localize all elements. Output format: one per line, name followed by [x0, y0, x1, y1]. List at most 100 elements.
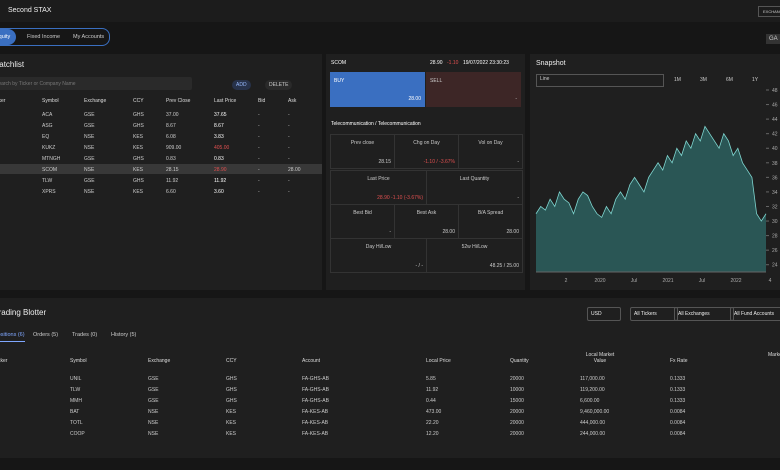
- cell: GSE: [148, 398, 159, 404]
- filter[interactable]: All Fund Accounts: [730, 307, 780, 321]
- cell: 12.20: [426, 431, 439, 437]
- sell-box[interactable]: SELL -: [426, 72, 521, 107]
- cell: NSE: [148, 420, 159, 426]
- cell: -: [258, 167, 260, 173]
- cell: 37.00: [166, 112, 179, 118]
- symbol: SCOM: [331, 60, 346, 66]
- value: 28.00: [506, 229, 519, 235]
- search[interactable]: Search by Ticker or Company Name: [0, 77, 192, 90]
- cell: KES: [133, 145, 144, 151]
- info-cell: Prev close 28.15: [330, 134, 395, 169]
- column-header: Account: [302, 358, 321, 364]
- cell: TOTL: [70, 420, 83, 426]
- cell: 444,000.00: [580, 420, 606, 426]
- cell: TLW: [42, 178, 53, 184]
- cell: COOP: [70, 431, 85, 437]
- change: -1.10: [447, 60, 459, 66]
- info-cell: Day Hi/Low - / -: [330, 238, 427, 273]
- label: Prev close: [350, 140, 375, 146]
- cell: -: [288, 123, 290, 129]
- range-button[interactable]: 3M: [700, 77, 707, 83]
- exchange-button[interactable]: EXCHANGE: [758, 6, 780, 17]
- cell: 28.00: [288, 167, 301, 173]
- cell: 0.0084: [670, 431, 686, 437]
- y-tick-label: 26: [772, 248, 778, 254]
- x-tick-label: Jul: [699, 278, 705, 284]
- cell: GHS: [133, 178, 144, 184]
- cell: 20000: [510, 431, 524, 437]
- cell: -: [288, 178, 290, 184]
- value: 48.25 / 25.00: [489, 263, 519, 269]
- info-cell: Chg on Day -1.10 / -3.67%: [394, 134, 459, 169]
- cell: 0.0084: [670, 409, 686, 415]
- cell: FA-KES-AB: [302, 409, 329, 415]
- add-button[interactable]: ADD: [232, 80, 251, 90]
- cell: FA-GHS-AB: [302, 376, 329, 382]
- time: 19/07/2022 23:30:23: [463, 60, 509, 66]
- range-button[interactable]: 1M: [674, 77, 681, 83]
- column-header: Local Price: [426, 358, 451, 364]
- cell: NSE: [84, 134, 95, 140]
- title: Snapshot: [536, 60, 566, 67]
- y-tick-label: 46: [772, 103, 778, 109]
- tab[interactable]: Fixed Income: [27, 34, 61, 40]
- range-button[interactable]: 6M: [726, 77, 733, 83]
- ga-button[interactable]: GA: [766, 34, 780, 44]
- filter[interactable]: USD: [587, 307, 621, 321]
- cell: 37.65: [214, 112, 227, 118]
- range-button[interactable]: 1Y: [752, 77, 759, 83]
- buy-box[interactable]: BUY 28.00: [330, 72, 425, 107]
- cell: 0.0084: [670, 420, 686, 426]
- column-header: Prev Close: [166, 98, 191, 104]
- mode-select[interactable]: Line: [536, 74, 664, 87]
- cell: FA-KES-AB: [302, 431, 329, 437]
- x-tick-label: 2020: [594, 278, 605, 284]
- cell: -: [288, 134, 290, 140]
- value: -: [517, 195, 519, 201]
- info-cell: B/A Spread 28.00: [458, 204, 523, 239]
- delete-button[interactable]: DELETE: [265, 80, 293, 90]
- cell: 15000: [510, 398, 524, 404]
- cell: -: [258, 134, 260, 140]
- price: 28.00: [408, 96, 421, 102]
- filter[interactable]: All Exchanges: [674, 307, 734, 321]
- tab[interactable]: Orders (5): [33, 332, 59, 338]
- cell: 0.83: [214, 156, 224, 162]
- info-cell: Last Price 28.90 -1.10 (-3.67%): [330, 170, 427, 205]
- tab[interactable]: My Accounts: [73, 34, 105, 40]
- watchlist: Watchlist Search by Ticker or Company Nam…: [0, 54, 322, 290]
- cell: -: [258, 156, 260, 162]
- snapshot: Snapshot Line 1M 3M 6M 1Y 24 26 28 30 32 34 36 38 40 42…: [530, 54, 780, 290]
- tab[interactable]: Positions (6): [0, 332, 25, 342]
- cell: MTNGH: [42, 156, 61, 162]
- cell: -: [288, 189, 290, 195]
- cell: GHS: [133, 123, 144, 129]
- tab[interactable]: Trades (0): [72, 332, 98, 338]
- tab[interactable]: History (5): [111, 332, 137, 338]
- sector: Telecommunication / Telecommunication: [331, 121, 421, 127]
- y-tick-label: 32: [772, 204, 778, 210]
- x-tick-label: 4: [769, 278, 772, 284]
- cell: MMH: [70, 398, 82, 404]
- cell: KES: [133, 134, 144, 140]
- price: -: [515, 96, 517, 102]
- column-header: CCY: [226, 358, 237, 364]
- cell: 9,460,000.00: [580, 409, 610, 415]
- cell: 405.00: [214, 145, 230, 151]
- column-header: Symbol: [42, 98, 59, 104]
- cell: NSE: [84, 167, 95, 173]
- label: SELL: [430, 78, 443, 84]
- x-tick-label: 2: [565, 278, 568, 284]
- tab[interactable]: Equity: [0, 29, 17, 45]
- cell: NSE: [148, 409, 159, 415]
- cell: 22.20: [426, 420, 439, 426]
- value: -1.10 / -3.67%: [423, 159, 455, 165]
- y-tick-label: 28: [772, 234, 778, 240]
- cell: 20000: [510, 376, 524, 382]
- cell: KES: [133, 167, 144, 173]
- cell: 3.60: [214, 189, 224, 195]
- filter[interactable]: All Tickers: [630, 307, 678, 321]
- cell: FA-KES-AB: [302, 420, 329, 426]
- label: Best Bid: [353, 210, 372, 216]
